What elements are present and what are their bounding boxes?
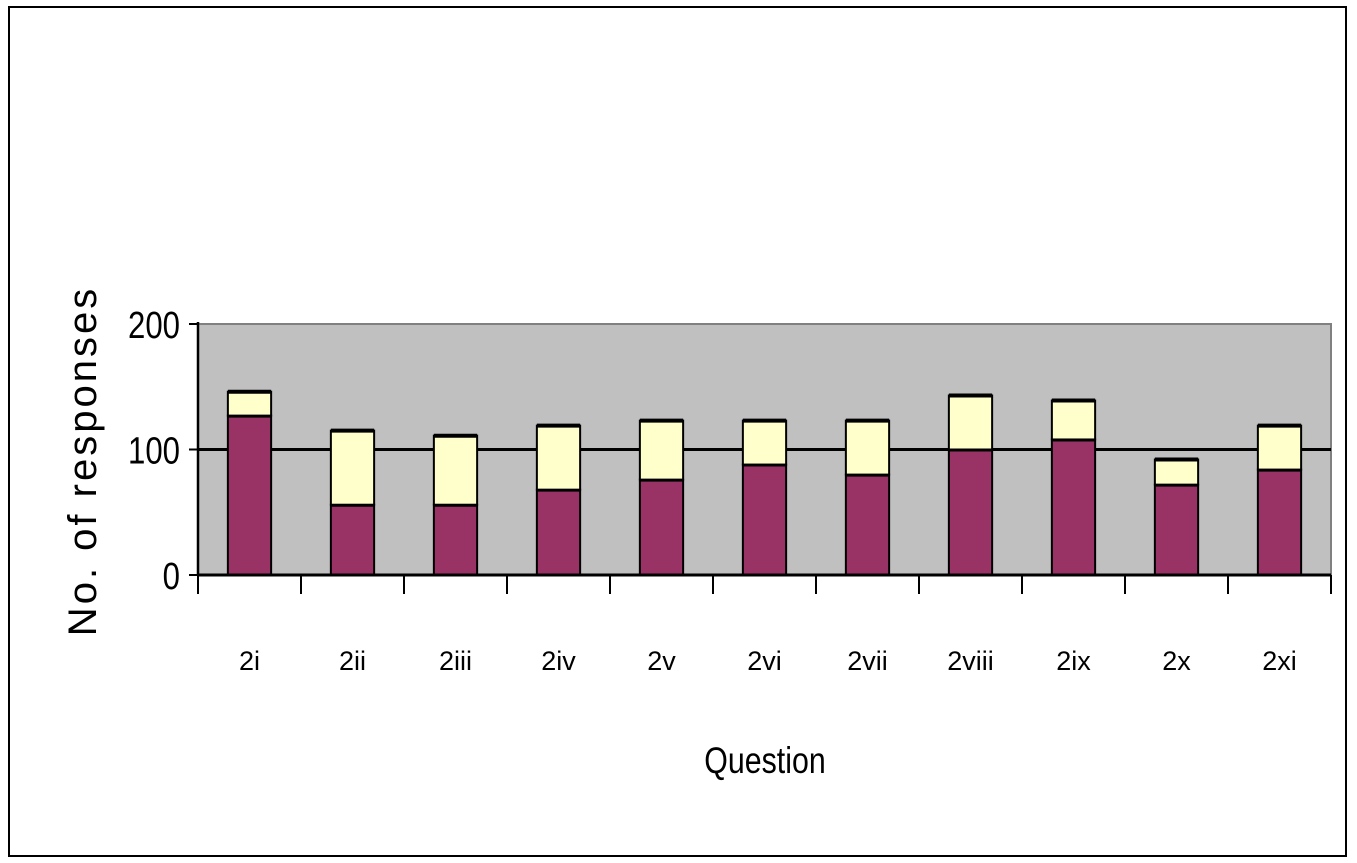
bar-segment: [1153, 458, 1200, 486]
bar-segment: [844, 419, 891, 476]
bar-segment: [1153, 483, 1200, 577]
bar-segment: [535, 424, 582, 491]
bar-segment: [226, 414, 273, 576]
y-tick-label: 0: [163, 556, 180, 598]
bar-segment: [638, 419, 685, 481]
x-axis-label: Question: [704, 740, 825, 782]
x-tick-label: 2ix: [1056, 646, 1091, 676]
bar-segment: [947, 448, 994, 576]
y-tick-label: 200: [128, 305, 180, 347]
bar-segment: [741, 419, 788, 466]
bar-segment: [432, 503, 479, 576]
bar-segment: [535, 488, 582, 576]
stacked-bar-chart: 0 100 200 2i 2ii 2iii 2iv 2v 2vi 2vii 2viii 2ix 2x 2x…: [61, 286, 1332, 782]
x-tick-label: 2viii: [947, 646, 994, 676]
y-axis-label: No. of responses: [61, 286, 105, 636]
x-tick-label: 2iv: [541, 646, 576, 676]
chart-frame: 0 100 200 2i 2ii 2iii 2iv 2v 2vi 2vii 2viii 2ix 2x 2x…: [8, 6, 1347, 857]
bar-segment: [638, 478, 685, 576]
bar-segment: [741, 463, 788, 576]
bar-segment: [329, 503, 376, 576]
bar-segment: [329, 429, 376, 506]
x-tick-label: 2xi: [1262, 646, 1297, 676]
bar-segment: [1050, 399, 1097, 441]
x-tick-label: 2i: [239, 646, 260, 676]
bar-segment: [947, 394, 994, 451]
bar-segment: [844, 473, 891, 577]
x-tick-label: 2ii: [339, 646, 366, 676]
x-tick-label: 2vi: [747, 646, 782, 676]
bars: [226, 389, 1303, 577]
bar-segment: [226, 390, 273, 417]
bar-segment: [1050, 438, 1097, 576]
bar-segment: [432, 434, 479, 506]
bar-segment: [1256, 424, 1303, 471]
y-tick-label: 100: [128, 431, 180, 473]
x-tick-label: 2iii: [439, 646, 472, 676]
x-tick-label: 2v: [647, 646, 676, 676]
bar-segment: [1256, 468, 1303, 576]
axes: 0 100 200 2i 2ii 2iii 2iv 2v 2vi 2vii 2viii 2ix 2x 2x…: [128, 305, 1332, 676]
x-tick-label: 2x: [1162, 646, 1191, 676]
x-tick-label: 2vii: [847, 646, 888, 676]
